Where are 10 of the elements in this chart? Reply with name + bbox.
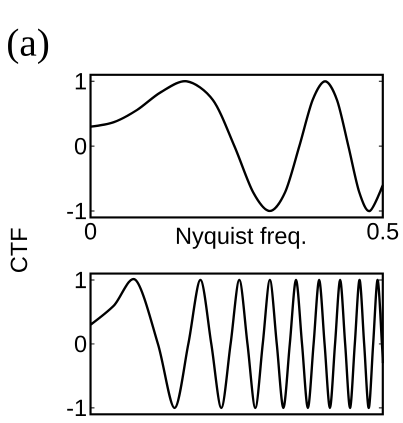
y-tick-label: 0: [74, 138, 86, 154]
y-tick-label: -1: [66, 400, 86, 416]
y-tick-label: -1: [66, 202, 86, 220]
y-tick-label: 0: [74, 336, 86, 352]
x-axis-title: Nyquist freq.: [176, 226, 305, 249]
y-tick-label: 1: [76, 272, 86, 288]
x-tick-label: 0.5: [367, 222, 398, 240]
y-tick-label: 1: [76, 73, 86, 90]
chart-title: (a): [8, 28, 48, 64]
y-axis-title: CTF: [10, 228, 28, 272]
